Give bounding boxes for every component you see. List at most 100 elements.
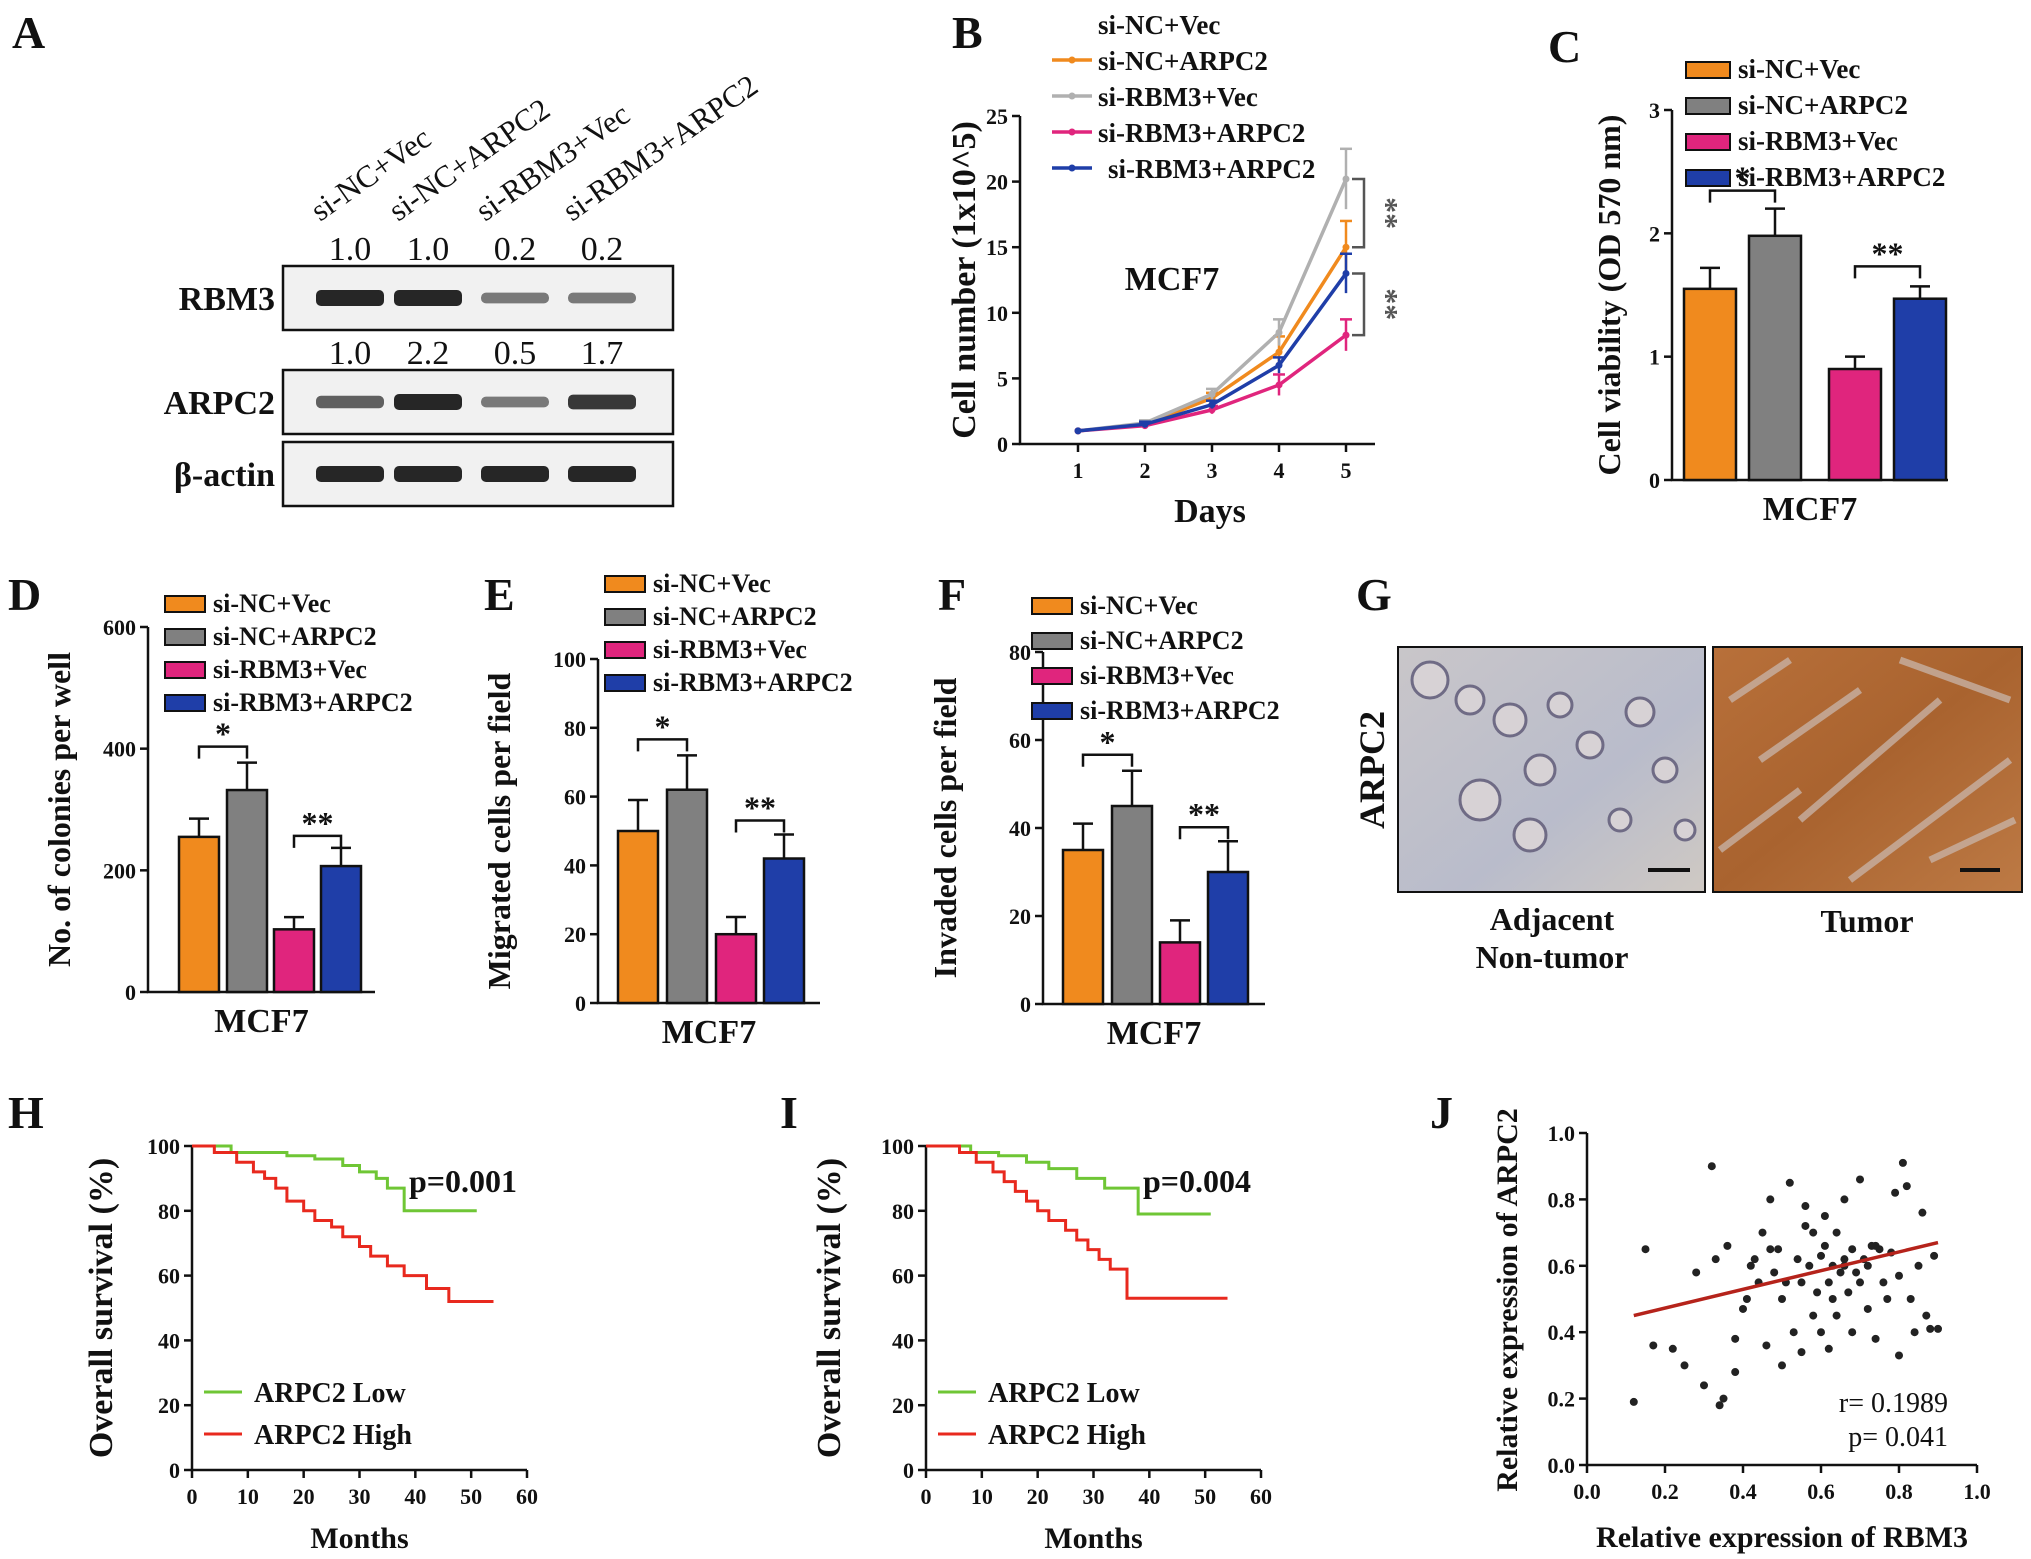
x-tick-label: 2 [1140,458,1151,483]
scatter-point [1817,1328,1825,1337]
scatter-point [1895,1351,1903,1360]
y-tick-label: 0 [903,1458,914,1483]
y-tick-label: 60 [158,1264,180,1289]
scatter-point [1680,1361,1689,1370]
blot-band [394,290,462,306]
significance-mark: ** [744,789,776,825]
y-tick-label: 0.6 [1548,1254,1576,1279]
x-axis-label: Months [1044,1522,1142,1555]
bar-0 [1682,287,1738,482]
y-tick-label: 0.0 [1548,1453,1576,1478]
legend-marker [1068,92,1076,100]
scatter-point [1910,1328,1919,1337]
y-tick-label: 3 [1649,98,1660,123]
panel-h-km-chart: 0 20 40 60 80 100 0 10 20 30 40 50 60 ARPC2 Low ARPC2 … [83,1134,538,1555]
x-axis-label: MCF7 [1107,1015,1201,1052]
legend-label: ARPC2 Low [988,1378,1140,1409]
scatter-point [1723,1241,1732,1250]
y-tick-label: 80 [1009,640,1031,665]
significance-bracket [1178,825,1230,840]
scatter-point [1848,1328,1857,1337]
y-tick-label: 400 [103,737,136,762]
scatter-point [1766,1245,1775,1254]
scatter-point [1856,1278,1864,1287]
legend-swatch [1031,597,1073,615]
y-tick-label: 80 [158,1199,180,1224]
x-tick-label: 4 [1274,458,1285,483]
y-tick-label: 25 [986,104,1008,129]
legend-swatch [164,694,206,712]
x-tick-label: 40 [404,1484,426,1509]
blot-band [316,395,384,409]
scatter-point [1832,1228,1841,1237]
legend-label: ARPC2 High [254,1420,412,1451]
significance-bracket [197,745,249,759]
y-tick-label: 100 [553,647,586,672]
x-tick-label: 1 [1073,458,1084,483]
scatter-point [1906,1295,1915,1303]
scatter-point [1793,1255,1802,1264]
ihc-caption-right: Tumor [1820,903,1913,939]
blot-row-label: RBM3 [179,281,275,318]
legend-swatch [164,661,206,679]
x-tick-label: 0 [921,1484,932,1509]
tissue-stroma [1728,657,1792,703]
scatter-point [1770,1268,1779,1277]
legend-swatch [604,674,646,692]
panel-label-B: B [952,7,983,58]
scatter-point [1898,1158,1907,1167]
data-point [1342,269,1350,277]
x-tick-label: 0.4 [1729,1479,1757,1504]
panel-a-western-blot: si-NC+Vecsi-NC+ARPC2si-RBM3+Vecsi-RBM3+A… [164,67,764,508]
y-tick-label: 0.4 [1548,1320,1576,1345]
y-tick-label: 10 [986,301,1008,326]
legend-swatch [1031,702,1073,720]
tissue-stroma [1797,697,1943,823]
panel-i-km-chart: 0 20 40 60 80 100 0 10 20 30 40 50 60 ARPC2 Low ARPC2 … [811,1134,1272,1555]
x-tick-label: 1.0 [1963,1479,1991,1504]
y-tick-label: 20 [892,1393,914,1418]
scatter-point [1801,1202,1810,1211]
blot-band [568,394,636,410]
bar-0 [177,835,221,994]
scatter-point [1762,1341,1771,1350]
significance-mark: * [215,716,231,752]
x-tick-label: 10 [237,1484,259,1509]
y-axis-label: Relative expression of ARPC2 [1491,1108,1524,1492]
scatter-point [1914,1261,1923,1270]
x-tick-label: 60 [516,1484,538,1509]
x-tick-label: 5 [1341,458,1352,483]
scatter-point [1934,1324,1942,1333]
scatter-point [1844,1288,1853,1297]
legend-label: si-RBM3+Vec [213,655,367,684]
scatter-point [1902,1182,1911,1191]
blot-band [481,292,549,304]
legend-swatch [164,628,206,646]
band-quant-value: 1.0 [329,231,372,268]
scatter-point [1789,1328,1798,1337]
legend-label: si-RBM3+Vec [1738,126,1898,156]
scatter-point [1692,1268,1701,1277]
legend-marker [1068,164,1076,172]
scatter-point [1711,1255,1720,1264]
bar-3 [762,857,806,1005]
significance-bracket [1352,177,1366,249]
tissue-stroma [1757,687,1863,763]
tissue-gland [1512,817,1548,853]
x-tick-label: 60 [1250,1484,1272,1509]
scatter-point [1879,1278,1888,1287]
blot-row-label: β-actin [174,457,275,494]
band-quant-value: 1.0 [407,231,450,268]
tissue-gland [1546,691,1574,719]
significance-mark: ** [1369,197,1405,229]
significance-mark: * [1735,160,1751,196]
x-tick-label: 20 [1027,1484,1049,1509]
blot-band [568,466,636,482]
scatter-point [1668,1344,1677,1353]
tissue-stroma [1717,787,1803,853]
data-point [1208,406,1216,414]
